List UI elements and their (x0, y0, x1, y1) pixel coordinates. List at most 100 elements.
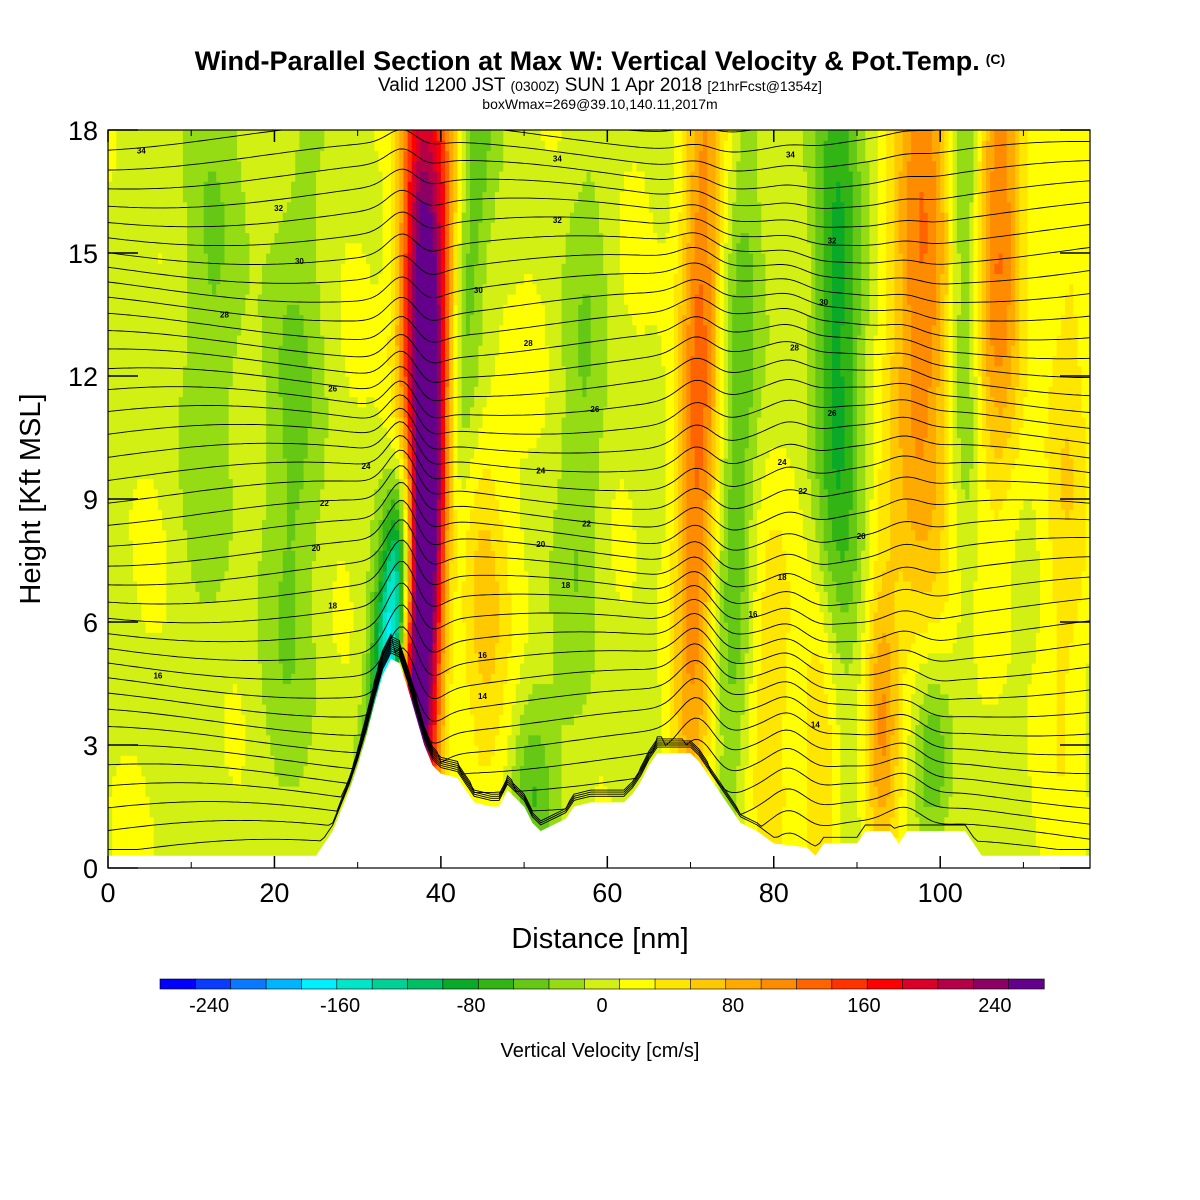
w-cell (112, 365, 117, 377)
w-cell (270, 488, 276, 500)
w-cell (137, 796, 142, 808)
w-cell (370, 499, 375, 510)
w-cell (132, 816, 138, 828)
w-cell (224, 468, 230, 480)
w-cell (132, 570, 138, 582)
w-cell (228, 755, 234, 767)
w-cell (336, 591, 342, 603)
w-cell (228, 283, 234, 295)
w-cell (336, 150, 342, 162)
w-cell (299, 222, 305, 234)
w-cell (112, 540, 117, 551)
w-cell (241, 406, 246, 418)
w-cell (170, 140, 176, 152)
w-cell (291, 683, 296, 695)
w-cell (245, 816, 251, 828)
w-cell (253, 386, 259, 398)
w-cell (291, 755, 296, 767)
w-cell (249, 406, 255, 418)
w-cell (137, 488, 142, 500)
w-cell (236, 837, 242, 849)
w-cell (212, 478, 217, 490)
w-cell (203, 130, 209, 141)
w-cell (303, 406, 309, 418)
w-cell (286, 304, 292, 316)
w-cell (311, 632, 317, 644)
w-cell (241, 201, 246, 213)
w-cell (270, 673, 276, 685)
w-cell (270, 796, 276, 808)
w-cell (365, 232, 371, 244)
w-cell (149, 765, 155, 777)
w-cell (137, 837, 142, 849)
w-cell (249, 745, 255, 756)
w-cell (145, 406, 151, 418)
w-cell (303, 447, 309, 459)
w-cell (153, 201, 159, 213)
w-cell (274, 232, 280, 244)
w-cell (353, 652, 359, 664)
w-cell (203, 591, 209, 603)
copyright-mark: (C) (985, 51, 1006, 67)
w-cell (286, 365, 292, 377)
w-cell (124, 775, 130, 787)
w-cell (153, 529, 159, 541)
w-cell (116, 191, 122, 203)
w-cell (291, 488, 296, 500)
w-cell (320, 632, 325, 644)
w-cell (170, 294, 176, 305)
w-cell (395, 622, 400, 633)
w-cell (274, 396, 280, 408)
w-cell (257, 550, 263, 562)
w-cell (228, 314, 234, 326)
w-cell (266, 222, 271, 234)
w-cell (282, 345, 288, 357)
w-cell (124, 581, 130, 592)
w-cell (216, 273, 221, 285)
w-cell (286, 519, 292, 531)
w-cell (232, 837, 238, 849)
w-cell (182, 683, 188, 695)
w-cell (357, 273, 363, 285)
w-cell (124, 468, 130, 480)
w-cell (286, 652, 292, 664)
w-cell (332, 345, 338, 357)
w-cell (361, 519, 367, 531)
w-cell (228, 355, 234, 367)
w-cell (270, 222, 276, 234)
w-cell (236, 796, 242, 808)
w-cell (145, 468, 151, 480)
w-cell (145, 540, 151, 551)
w-cell (199, 437, 205, 449)
w-cell (349, 181, 355, 193)
w-cell (157, 447, 163, 459)
w-cell (207, 212, 213, 223)
w-cell (166, 693, 172, 705)
w-cell (149, 775, 155, 787)
w-cell (178, 806, 184, 818)
w-cell (199, 355, 205, 367)
w-cell (124, 806, 130, 818)
w-cell (241, 611, 246, 623)
w-cell (261, 130, 267, 141)
w-cell (116, 509, 122, 521)
w-cell (132, 550, 138, 562)
w-cell (203, 775, 209, 787)
w-cell (232, 294, 238, 305)
w-cell (182, 253, 188, 264)
w-cell (220, 652, 226, 664)
w-cell (182, 396, 188, 408)
w-cell (311, 704, 317, 715)
w-cell (378, 201, 384, 213)
w-cell (274, 468, 280, 480)
w-cell (116, 212, 122, 223)
w-cell (395, 652, 400, 664)
w-cell (311, 437, 317, 449)
w-cell (361, 386, 367, 398)
w-cell (224, 570, 230, 582)
w-cell (132, 406, 138, 418)
w-cell (349, 693, 355, 705)
w-cell (224, 827, 230, 838)
w-cell (270, 581, 276, 592)
w-cell (349, 663, 355, 674)
